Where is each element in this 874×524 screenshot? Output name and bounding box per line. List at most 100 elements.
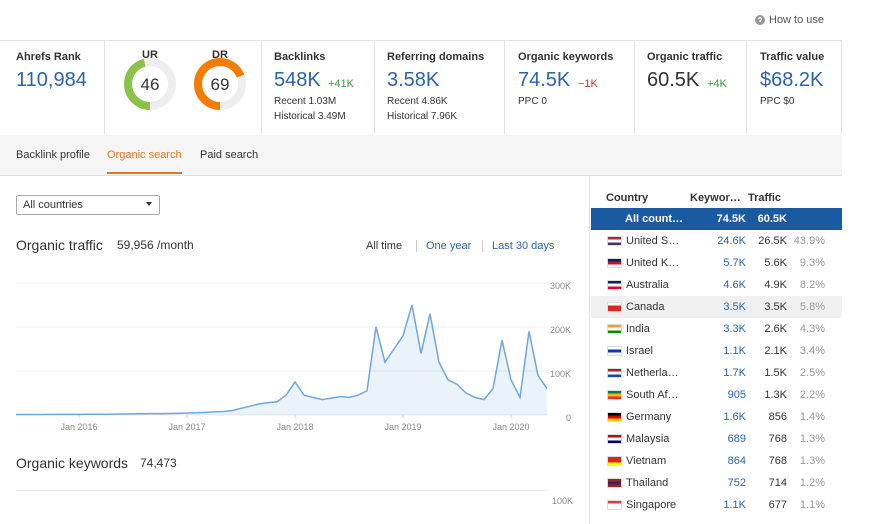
metric-label: Organic keywords bbox=[518, 51, 614, 63]
keywords: 4.6K bbox=[723, 279, 746, 291]
traffic-chart: 0 100K 200K 300K Jan 2016 Jan 2017 Jan 2018 Jan… bbox=[16, 281, 571, 432]
country: Netherla… bbox=[626, 367, 679, 379]
separator bbox=[416, 240, 417, 252]
keywords: 905 bbox=[727, 389, 746, 401]
traffic: 856 bbox=[768, 411, 787, 423]
traffic: 3.5K bbox=[764, 301, 787, 313]
table-row: Australia 4.6K 4.9K 8.2% bbox=[591, 274, 842, 296]
traffic: 2.1K bbox=[764, 345, 787, 357]
keywords: 74.5K bbox=[716, 213, 746, 225]
metric-sub: PPC 0 bbox=[518, 96, 547, 107]
rating-donuts: UR 46 DR 69 bbox=[124, 49, 246, 110]
metric-value: 110,984 bbox=[16, 69, 87, 91]
metric-label: Organic traffic bbox=[647, 51, 723, 63]
metric-label: Referring domains bbox=[387, 51, 485, 63]
area bbox=[16, 305, 547, 415]
country: Germany bbox=[626, 411, 672, 423]
rating-value: 46 bbox=[141, 75, 160, 94]
country: Canada bbox=[626, 301, 665, 313]
tab-bar bbox=[0, 135, 842, 176]
metric-value: 60.5K bbox=[647, 69, 700, 91]
country: Vietnam bbox=[626, 455, 667, 467]
x-tick-label: Jan 2020 bbox=[492, 422, 529, 432]
metric-sub: Recent 4.86K bbox=[387, 96, 448, 107]
range[interactable]: One year bbox=[426, 240, 472, 252]
help-icon[interactable] bbox=[755, 15, 765, 25]
flag bbox=[607, 302, 622, 312]
rating-label: UR bbox=[142, 49, 158, 61]
traffic: 1.5K bbox=[764, 367, 787, 379]
section-title: Organic keywords bbox=[16, 455, 129, 471]
metric-cell bbox=[375, 40, 505, 134]
flag bbox=[607, 390, 622, 400]
keywords: 1.1K bbox=[723, 499, 746, 511]
y-tick-label: 100K bbox=[550, 369, 571, 379]
country: South Af… bbox=[626, 389, 679, 401]
metric-label: Ahrefs Rank bbox=[16, 51, 81, 63]
table-header: Keywor… bbox=[690, 192, 741, 204]
separator bbox=[482, 240, 483, 252]
table-header: Country bbox=[606, 192, 649, 204]
help-link[interactable]: How to use bbox=[769, 14, 825, 26]
y-tick-label: 0 bbox=[566, 413, 571, 423]
metric-value: 3.58K bbox=[387, 69, 440, 91]
traffic: 2.6K bbox=[764, 323, 787, 335]
metric-cell bbox=[635, 40, 747, 134]
flag bbox=[607, 258, 622, 268]
flag bbox=[607, 456, 622, 466]
metric-value: 548K bbox=[274, 69, 321, 91]
traffic: 60.5K bbox=[757, 213, 787, 225]
flag bbox=[607, 280, 622, 290]
y-tick-label: 100K bbox=[552, 496, 574, 506]
y-tick-label: 200K bbox=[550, 325, 571, 335]
share: 43.9% bbox=[793, 235, 825, 247]
donut-arc bbox=[124, 58, 176, 110]
share: 1.3% bbox=[799, 433, 825, 445]
flag bbox=[607, 236, 622, 246]
grid-line bbox=[16, 490, 548, 491]
tab[interactable]: Paid search bbox=[200, 149, 259, 161]
flag bbox=[607, 434, 622, 444]
table-row: Netherla… 1.7K 1.5K 2.5% bbox=[591, 362, 842, 384]
section-value: 74,473 bbox=[140, 456, 177, 470]
traffic: 4.9K bbox=[764, 279, 787, 291]
range[interactable]: Last 30 days bbox=[492, 240, 555, 252]
share: 1.2% bbox=[799, 477, 825, 489]
keywords: 1.6K bbox=[723, 411, 746, 423]
metric-label: Backlinks bbox=[274, 51, 326, 63]
metric-change: +4K bbox=[707, 78, 727, 90]
keywords: 3.3K bbox=[723, 323, 746, 335]
x-tick-label: Jan 2019 bbox=[384, 422, 421, 432]
metric-sub: Historical 3.49M bbox=[274, 111, 346, 122]
share: 3.4% bbox=[799, 345, 825, 357]
line bbox=[16, 304, 548, 416]
keywords: 5.7K bbox=[723, 257, 746, 269]
share: 4.3% bbox=[799, 323, 825, 335]
keywords: 864 bbox=[727, 455, 746, 467]
metric-change: +41K bbox=[328, 78, 354, 90]
flag bbox=[607, 324, 622, 334]
keywords: 752 bbox=[727, 477, 746, 489]
country: India bbox=[626, 323, 650, 335]
table-row: Vietnam 864 768 1.3% bbox=[591, 450, 842, 472]
share: 2.5% bbox=[799, 367, 825, 379]
metric-cell bbox=[262, 40, 375, 134]
table-row: Singapore 1.1K 677 1.1% bbox=[591, 494, 842, 516]
flag bbox=[607, 412, 622, 422]
donut-arc bbox=[194, 58, 246, 110]
rating-label: DR bbox=[212, 49, 228, 61]
tab[interactable]: Backlink profile bbox=[16, 149, 90, 161]
x-tick-label: Jan 2017 bbox=[168, 422, 205, 432]
metric-sub: Recent 1.03M bbox=[274, 96, 337, 107]
range-active[interactable]: All time bbox=[366, 240, 403, 252]
y-tick-label: 300K bbox=[550, 281, 571, 291]
country-select[interactable] bbox=[16, 195, 160, 215]
metric-cell bbox=[747, 40, 842, 134]
rating-value: 69 bbox=[211, 75, 230, 94]
section-title: Organic traffic bbox=[16, 237, 103, 253]
country: Australia bbox=[626, 279, 669, 291]
tab-active[interactable]: Organic search bbox=[107, 149, 182, 174]
table-row: Malaysia 689 768 1.3% bbox=[591, 428, 842, 450]
traffic: 1.3K bbox=[764, 389, 787, 401]
x-tick-label: Jan 2018 bbox=[276, 422, 313, 432]
